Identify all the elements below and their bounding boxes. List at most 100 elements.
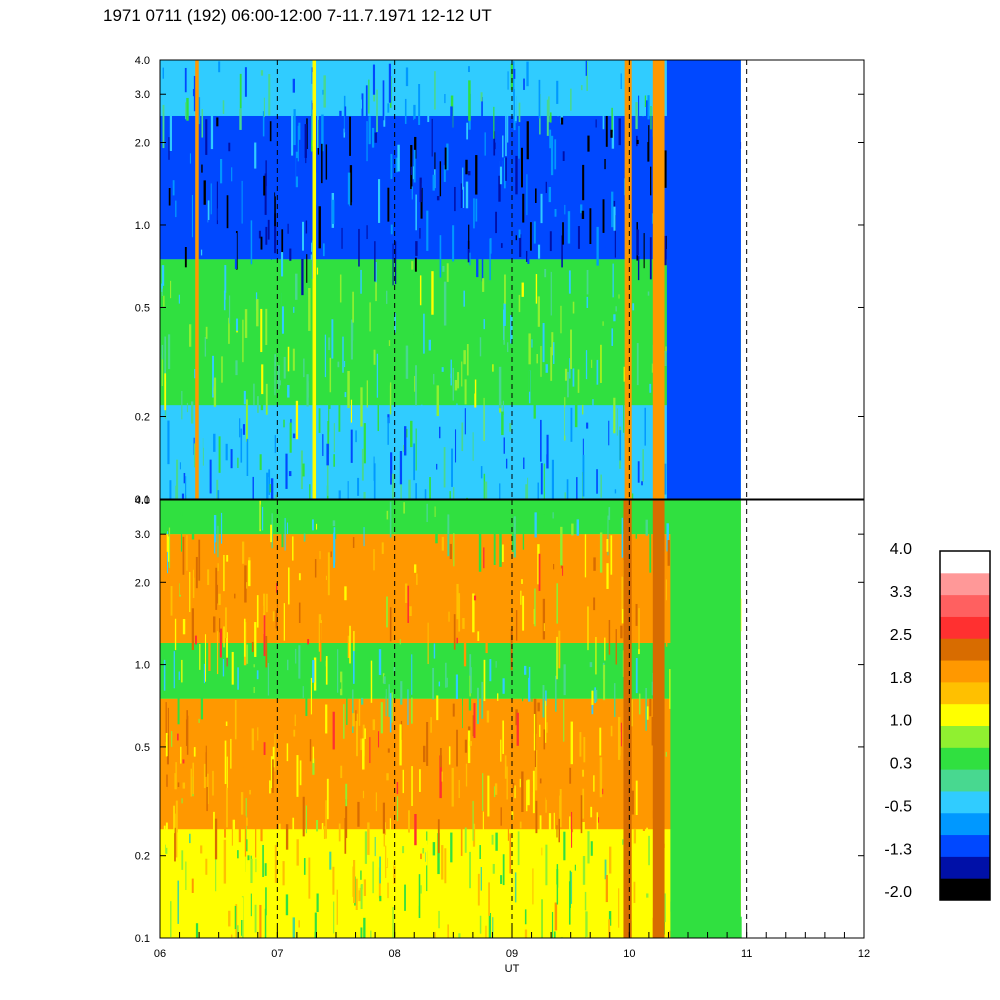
- heatmap-cell: [207, 200, 210, 223]
- heatmap-cell: [163, 659, 166, 691]
- heatmap-cell: [281, 252, 284, 277]
- heatmap-cell: [569, 816, 571, 838]
- heatmap-cell: [555, 884, 558, 920]
- heatmap-cell: [296, 158, 299, 177]
- heatmap-cell: [415, 428, 417, 471]
- heatmap-cell: [409, 606, 412, 617]
- heatmap-cell: [330, 551, 332, 558]
- heatmap-cell: [163, 295, 165, 307]
- heatmap-cell: [338, 490, 341, 499]
- heatmap-cell: [481, 681, 484, 719]
- heatmap-cell: [411, 261, 414, 270]
- heatmap-cell: [177, 522, 179, 530]
- heatmap-cell: [444, 848, 447, 884]
- heatmap-cell: [493, 106, 495, 139]
- heatmap-cell: [603, 664, 606, 701]
- heatmap-cell: [601, 788, 604, 795]
- heatmap-cell: [332, 520, 336, 527]
- heatmap-cell: [436, 695, 439, 721]
- heatmap-cell: [220, 159, 223, 184]
- heatmap-cell: [166, 735, 169, 765]
- heatmap-cell: [395, 157, 398, 173]
- heatmap-cell: [177, 880, 180, 924]
- heatmap-cell: [615, 306, 617, 312]
- heatmap-cell: [582, 788, 585, 819]
- heatmap-cell: [220, 512, 223, 544]
- heatmap-cell: [328, 337, 331, 351]
- heatmap-cell: [634, 414, 636, 426]
- heatmap-cell: [222, 487, 225, 499]
- event-stripe: [652, 60, 665, 499]
- heatmap-cell: [361, 697, 364, 705]
- heatmap-cell: [579, 732, 582, 757]
- heatmap-cell: [303, 526, 306, 532]
- heatmap-cell: [186, 601, 189, 625]
- heatmap-cell: [646, 893, 649, 898]
- heatmap-cell: [642, 93, 644, 117]
- heatmap-cell: [164, 373, 167, 411]
- heatmap-cell: [499, 483, 501, 499]
- heatmap-cell: [247, 855, 250, 861]
- heatmap-cell: [257, 396, 259, 413]
- heatmap-cell: [638, 693, 641, 715]
- heatmap-cell: [621, 517, 624, 558]
- heatmap-cell: [461, 422, 464, 452]
- heatmap-cell: [352, 537, 355, 548]
- heatmap-cell: [581, 429, 583, 452]
- heatmap-cell: [416, 573, 418, 585]
- heatmap-cell: [545, 364, 548, 373]
- heatmap-cell: [515, 155, 518, 195]
- heatmap-cell: [587, 606, 589, 651]
- heatmap-cell: [571, 811, 573, 848]
- heatmap-cell: [363, 491, 366, 499]
- heatmap-cell: [643, 871, 646, 898]
- heatmap-cell: [360, 387, 363, 427]
- heatmap-cell: [509, 465, 512, 499]
- heatmap-cell: [502, 854, 505, 886]
- y-tick-label: 0.2: [135, 851, 150, 863]
- y-tick-label: 2.0: [135, 137, 150, 149]
- heatmap-cell: [239, 73, 242, 109]
- heatmap-cell: [294, 714, 296, 727]
- heatmap-cell: [254, 566, 257, 582]
- heatmap-cell: [462, 618, 465, 629]
- heatmap-cell: [614, 215, 616, 258]
- heatmap-cell: [418, 874, 421, 919]
- heatmap-cell: [570, 88, 572, 111]
- colorbar-label: 0.3: [890, 756, 912, 773]
- heatmap-cell: [446, 143, 449, 171]
- heatmap-cell: [366, 225, 368, 240]
- heatmap-cell: [428, 563, 430, 585]
- heatmap-cell: [474, 379, 477, 408]
- heatmap-cell: [355, 878, 358, 911]
- heatmap-cell: [472, 593, 475, 633]
- heatmap-cell: [225, 721, 228, 726]
- heatmap-cell: [301, 258, 304, 296]
- heatmap-cell: [399, 639, 401, 645]
- x-axis-label: UT: [505, 963, 520, 975]
- heatmap-cell: [423, 736, 426, 743]
- y-tick-label: 0.1: [135, 933, 150, 945]
- heatmap-cell: [212, 355, 214, 398]
- heatmap-cell: [488, 913, 492, 938]
- heatmap-cell: [478, 745, 480, 778]
- heatmap-cell: [468, 80, 471, 121]
- heatmap-cell: [460, 183, 462, 208]
- heatmap-cell: [268, 469, 271, 495]
- heatmap-cell: [561, 438, 563, 458]
- heatmap-cell: [444, 356, 447, 374]
- heatmap-cell: [441, 771, 444, 782]
- heatmap-cell: [540, 193, 543, 224]
- heatmap-cell: [550, 347, 553, 381]
- heatmap-cell: [637, 256, 640, 281]
- heatmap-cell: [324, 334, 327, 378]
- heatmap-cell: [438, 440, 440, 446]
- heatmap-cell: [405, 67, 409, 87]
- heatmap-cell: [393, 849, 396, 867]
- heatmap-cell: [364, 831, 367, 864]
- heatmap-cell: [498, 366, 502, 409]
- heatmap-cell: [283, 720, 286, 761]
- y-tick-label: 0.1: [135, 494, 150, 506]
- heatmap-cell: [449, 491, 451, 499]
- heatmap-cell: [195, 923, 199, 938]
